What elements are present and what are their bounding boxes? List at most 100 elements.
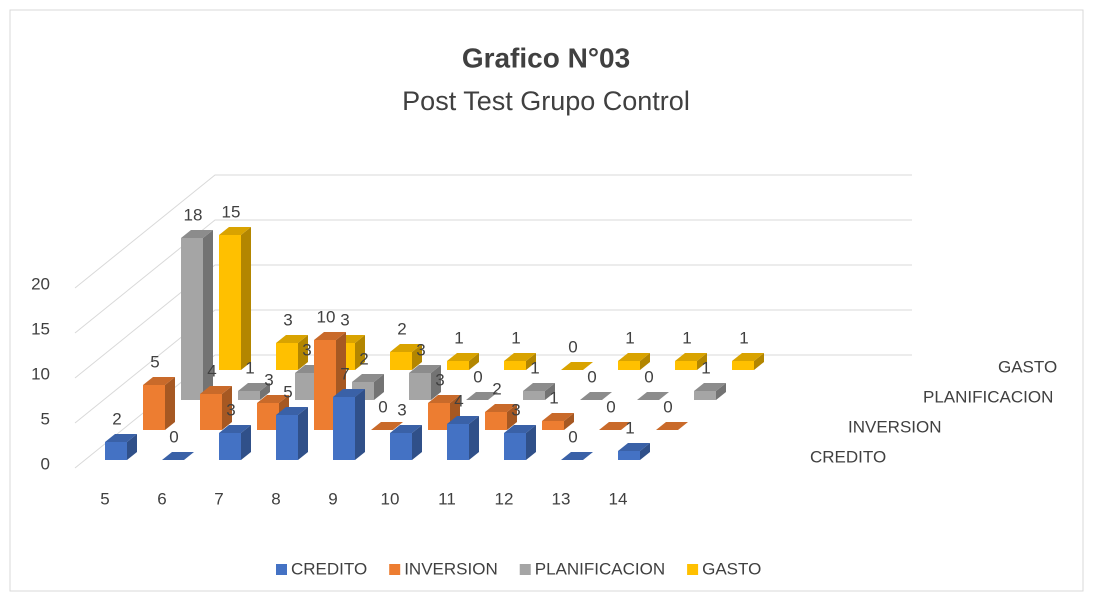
bar [105, 434, 137, 460]
bar-top [219, 227, 251, 235]
grid-line [74, 174, 912, 289]
bar-front [257, 403, 279, 430]
bar-top [390, 425, 422, 433]
bar-top [694, 383, 726, 391]
bar-top [542, 413, 574, 421]
bar-top [276, 335, 308, 343]
bar-top [580, 392, 612, 400]
bar-front [618, 451, 640, 460]
bar [143, 377, 175, 430]
depth-label: CREDITO [810, 447, 886, 466]
bar [580, 392, 612, 400]
bar [485, 404, 517, 430]
x-tick-label: 6 [157, 489, 166, 508]
data-label: 1 [511, 328, 520, 347]
bar-side [374, 374, 384, 400]
bar-side [526, 425, 536, 460]
grid-line [74, 264, 912, 379]
y-tick-label: 20 [31, 274, 50, 293]
bar-front [390, 433, 412, 460]
bar-side [241, 425, 251, 460]
bar-top [219, 425, 251, 433]
bar [390, 344, 422, 370]
bar [599, 422, 631, 430]
bar-top [675, 353, 707, 361]
x-tick-label: 7 [214, 489, 223, 508]
bar-front [181, 238, 203, 400]
data-label: 0 [587, 367, 596, 386]
legend-swatch [687, 564, 699, 575]
bar-top [352, 374, 384, 382]
chart-title: Grafico N°03 [462, 42, 630, 73]
data-label: 7 [340, 364, 349, 383]
bar-side [564, 413, 574, 430]
data-label: 4 [207, 361, 216, 380]
data-label: 3 [397, 400, 406, 419]
bar-front [694, 391, 716, 400]
bar-front [428, 403, 450, 430]
bar [162, 452, 194, 460]
bar-top [409, 365, 441, 373]
bar-top [447, 416, 479, 424]
bar-side [469, 416, 479, 460]
bar [276, 407, 308, 460]
bar-side [355, 335, 365, 370]
bar [523, 383, 555, 400]
bar-front [447, 424, 469, 460]
bar-top [428, 395, 460, 403]
legend-swatch [389, 564, 401, 575]
data-label: 0 [568, 337, 577, 356]
data-label: 5 [150, 352, 159, 371]
data-label: 1 [701, 358, 710, 377]
y-tick-label: 5 [41, 409, 50, 428]
depth-label: PLANIFICACION [923, 387, 1053, 406]
bar-side [469, 353, 479, 370]
bar-front [219, 433, 241, 460]
bar-front [295, 373, 317, 400]
data-label: 0 [473, 367, 482, 386]
data-label: 0 [644, 367, 653, 386]
bar-top [162, 452, 194, 460]
bar-top [618, 443, 650, 451]
bar-top [561, 362, 593, 370]
data-label: 2 [112, 409, 121, 428]
bar [390, 425, 422, 460]
bar [447, 416, 479, 460]
x-tick-label: 8 [271, 489, 280, 508]
bar-front [447, 361, 469, 370]
bar [333, 389, 365, 460]
bar-top [314, 332, 346, 340]
bar-side [412, 344, 422, 370]
data-label: 10 [317, 307, 336, 326]
bar-top [333, 389, 365, 397]
bar-front [504, 361, 526, 370]
bar-front [314, 340, 336, 430]
data-label: 3 [283, 310, 292, 329]
bar-top [523, 383, 555, 391]
legend-label: GASTO [702, 559, 761, 578]
bar-side [127, 434, 137, 460]
bar [504, 425, 536, 460]
x-tick-label: 13 [552, 489, 571, 508]
data-label: 5 [283, 382, 292, 401]
bar [181, 230, 213, 400]
data-label: 3 [302, 340, 311, 359]
data-label: 1 [549, 388, 558, 407]
legend-label: PLANIFICACION [535, 559, 665, 578]
legend-swatch [519, 564, 531, 575]
bar-top [504, 353, 536, 361]
bar [561, 362, 593, 370]
bar-front [409, 373, 431, 400]
bar-front [504, 433, 526, 460]
bar-front [219, 235, 241, 370]
bar-front [618, 361, 640, 370]
bar-top [637, 392, 669, 400]
bar-front [732, 361, 754, 370]
bar [542, 413, 574, 430]
x-tick-label: 5 [100, 489, 109, 508]
bar [637, 392, 669, 400]
bar-front [276, 415, 298, 460]
bar [219, 227, 251, 370]
bar-side [716, 383, 726, 400]
bar [504, 353, 536, 370]
